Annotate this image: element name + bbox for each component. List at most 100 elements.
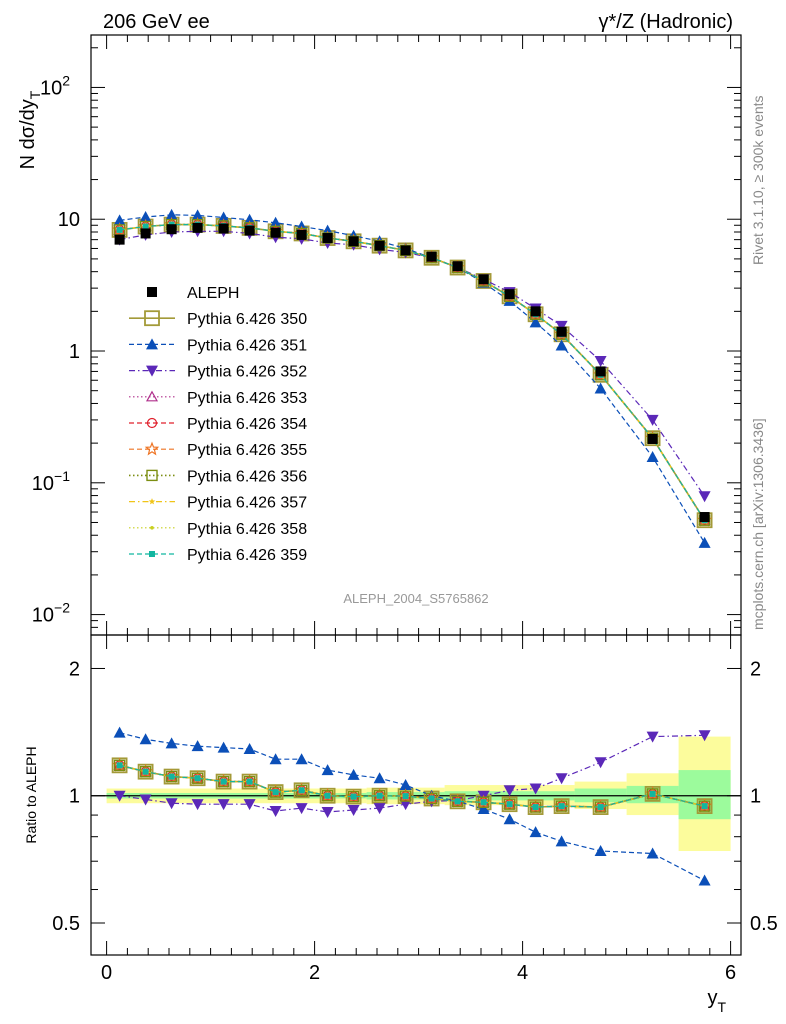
data-point [454,798,461,805]
legend-label: ALEPH [187,285,239,302]
data-point [374,240,385,251]
data-point [142,223,149,230]
data-point [506,801,513,808]
data-point [243,213,256,225]
data-point [698,874,711,886]
data-point [646,731,659,743]
y-tick-label: 102 [40,72,70,99]
ratio-frame [90,634,742,956]
data-point [113,214,126,226]
data-point [270,227,281,238]
data-point [647,433,658,444]
legend-marker [146,469,158,482]
data-point [113,790,126,802]
data-point [217,741,230,753]
data-point [165,737,178,749]
data-point [295,753,308,765]
legend-label: Pythia 6.426 351 [187,337,307,354]
legend-item-s357: Pythia 6.426 357 [129,495,307,512]
header-right: γ*/Z (Hadronic) [599,11,733,33]
data-point [321,764,334,776]
data-point [532,804,539,811]
data-point [298,787,305,794]
legend-marker [146,365,158,377]
data-point [191,209,204,221]
data-point [594,757,607,769]
data-point [399,799,412,811]
data-point [348,236,359,247]
data-point [347,805,360,817]
legend-label: Pythia 6.426 357 [187,495,307,512]
legend-marker [149,551,155,557]
data-point [220,778,227,785]
main-frame [90,34,742,636]
data-point [503,785,516,797]
legend-item-s356: Pythia 6.426 356 [129,468,307,485]
data-point [646,414,659,426]
data-point [269,753,282,765]
legend-label: Pythia 6.426 359 [187,547,307,564]
data-point [217,799,230,811]
y-tick-label: 1 [69,786,80,808]
uncertainty-band-inner [678,770,731,820]
y-tick-label: 0.5 [52,913,80,935]
data-point [272,789,279,796]
data-point [597,804,604,811]
legend-item-s355: Pythia 6.426 355 [129,441,307,459]
data-point [139,210,152,222]
data-point [296,229,307,240]
data-point [217,211,230,223]
data-point [555,835,568,847]
ratio-panel: 0 2 4 6 0.5 0.5 1 1 2 2 [52,634,778,984]
data-point [194,775,201,782]
data-point [373,803,386,815]
legend-item-s359: Pythia 6.426 359 [129,547,307,564]
data-point [503,798,516,810]
data-point [504,289,515,300]
data-point [594,355,607,367]
data-point [243,742,256,754]
data-point [402,793,409,800]
legend: ALEPH Pythia 6.426 350 Pythia 6.426 351 Pyt… [129,285,307,564]
legend-label: Pythia 6.426 350 [187,311,307,328]
data-point [373,772,386,784]
x-tick-label: 4 [517,962,528,984]
data-point [426,251,437,262]
legend-marker [147,287,157,297]
legend-label: Pythia 6.426 355 [187,442,307,459]
legend-item-s351: Pythia 6.426 351 [129,337,307,354]
y-tick-label: 10 [58,209,80,231]
data-point [139,765,152,778]
data-point [191,740,204,752]
legend-marker [150,526,154,530]
data-point [399,779,412,791]
data-point [555,320,568,332]
y-tick-label: 1 [69,341,80,363]
data-point [530,306,541,317]
data-point [594,382,607,394]
data-point [529,826,542,838]
legend-marker [146,338,158,350]
data-point [646,788,659,800]
legend-marker [145,390,159,402]
data-point [350,793,357,800]
data-point [269,216,282,228]
mcplots-label: mcplots.cern.ch [arXiv:1306.3436] [750,418,766,630]
data-point [698,536,711,548]
data-point [558,803,565,810]
data-point [556,326,567,337]
y-tick-label-right: 0.5 [750,913,778,935]
data-point [477,803,490,815]
legend-item-s352: Pythia 6.426 352 [129,364,307,381]
data-point [555,773,568,785]
data-point [649,790,656,797]
data-point [192,222,203,233]
data-point [113,759,126,772]
data-point [698,491,711,503]
y-tick-label: 10−1 [32,468,70,495]
legend-label: Pythia 6.426 353 [187,390,307,407]
legend-item-s353: Pythia 6.426 353 [129,390,307,407]
data-point [529,783,542,795]
data-point [701,803,708,810]
y-tick-label: 2 [69,658,80,680]
